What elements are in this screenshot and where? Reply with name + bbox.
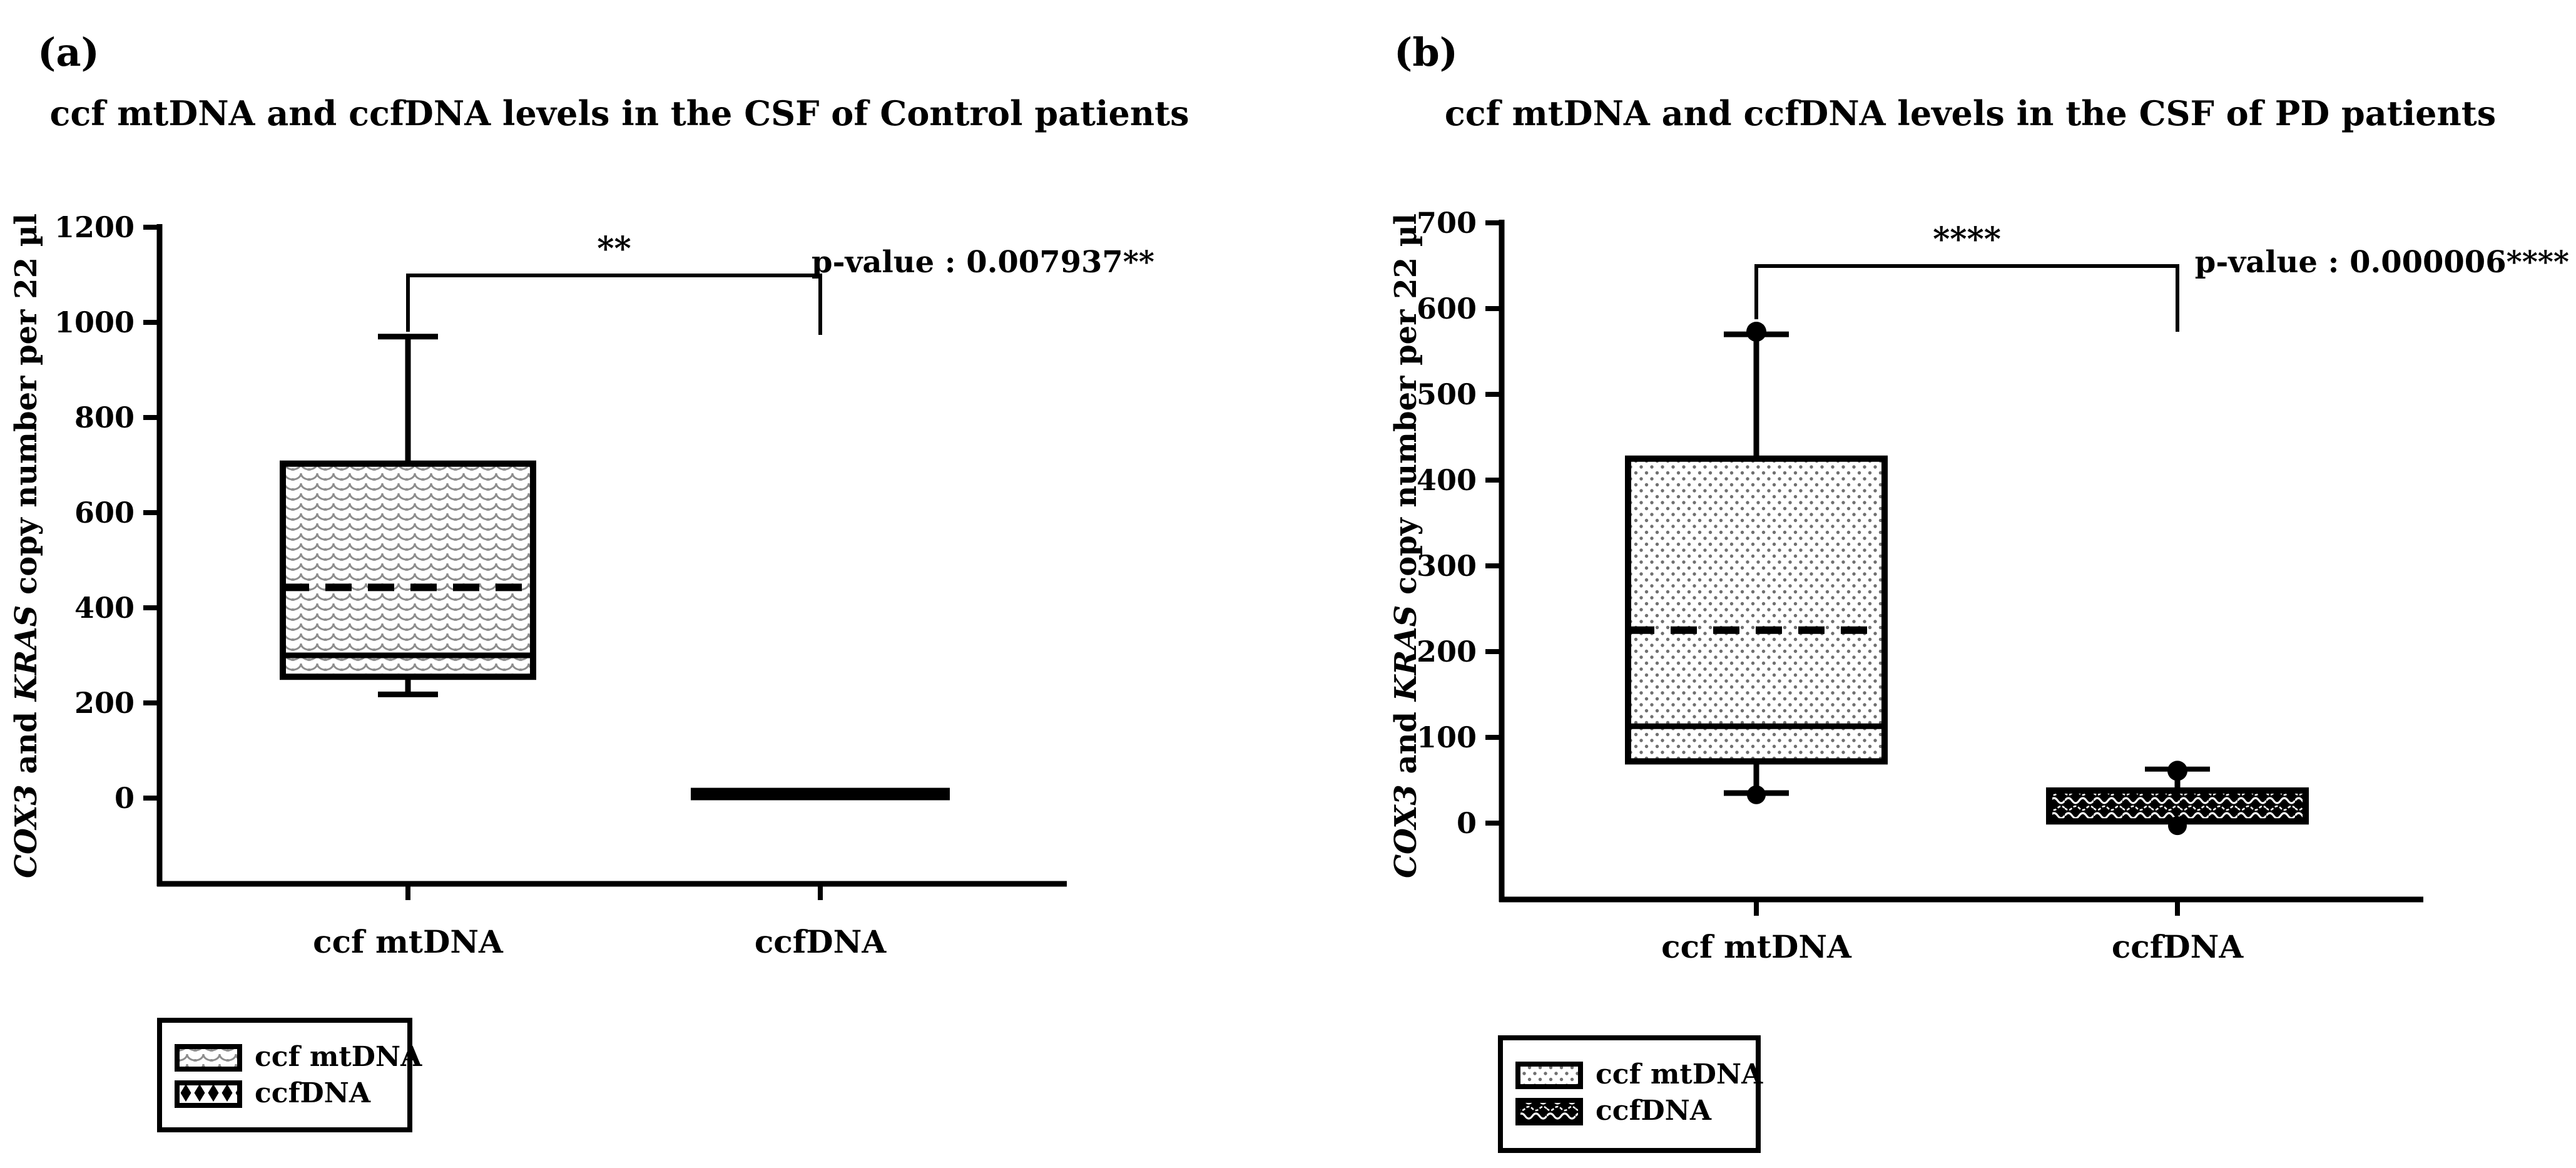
y-tick-label: 200 <box>1417 635 1477 669</box>
legend-label: ccf mtDNA <box>255 1041 422 1073</box>
chart-title: ccf mtDNA and ccfDNA levels in the CSF o… <box>50 93 1189 133</box>
y-tick-label: 600 <box>74 496 135 530</box>
y-tick-label: 1000 <box>54 305 135 339</box>
significance-stars: **** <box>1933 220 2001 259</box>
panel-label: (a) <box>38 29 99 75</box>
y-tick-label: 0 <box>1457 806 1477 840</box>
y-tick-label: 400 <box>74 591 135 625</box>
y-tick-label: 500 <box>1417 377 1477 411</box>
box-group-ccfDNA <box>691 787 950 801</box>
y-tick-label: 400 <box>1417 463 1477 497</box>
y-tick-label: 800 <box>74 401 135 434</box>
panel-a-control: (a) ccf mtDNA and ccfDNA levels in the CS… <box>9 29 1189 1132</box>
y-tick-label: 700 <box>1417 206 1477 240</box>
significance-stars: ** <box>597 230 631 268</box>
box-group-ccfDNA <box>2046 761 2309 836</box>
p-value-label: p-value : 0.007937** <box>812 245 1154 280</box>
legend-label: ccfDNA <box>1596 1095 1712 1127</box>
chart-title: ccf mtDNA and ccfDNA levels in the CSF o… <box>1445 93 2496 133</box>
legend-swatch-ccfDNA <box>175 1080 242 1108</box>
x-category-label: ccfDNA <box>2112 928 2244 965</box>
legend-box <box>157 1018 412 1132</box>
box-ccfDNA <box>691 787 950 801</box>
y-tick-label: 600 <box>1417 292 1477 325</box>
y-tick-label: 1200 <box>54 210 135 244</box>
outlier-marker-low <box>2168 816 2187 836</box>
boxplot-panel-b: (b) ccf mtDNA and ccfDNA levels in the CS… <box>1388 29 2569 1153</box>
box-group-ccf-mtDNA <box>280 334 536 697</box>
box-group-ccf-mtDNA <box>1625 321 1888 804</box>
legend: ccf mtDNA ccfDNA <box>1498 1035 1763 1153</box>
significance-bracket <box>406 274 822 335</box>
x-category-label: ccf mtDNA <box>1661 928 1852 965</box>
legend-swatch-ccf-mtDNA <box>175 1044 242 1072</box>
box-ccf-mtDNA <box>1625 455 1888 765</box>
box-ccfDNA <box>2046 787 2309 825</box>
y-tick-label: 100 <box>1417 720 1477 754</box>
y-axis-label: COX3 and KRAS copy number per 22 µl <box>1388 213 1423 878</box>
legend-label: ccfDNA <box>255 1077 371 1109</box>
y-tick-label: 0 <box>115 781 135 815</box>
y-axis-label: COX3 and KRAS copy number per 22 µl <box>9 213 44 878</box>
panel-label: (b) <box>1394 29 1458 75</box>
x-category-label: ccfDNA <box>755 923 887 960</box>
outlier-marker-high <box>2167 761 2187 781</box>
outlier-marker-low <box>1747 785 1766 804</box>
panel-b-pd: (b) ccf mtDNA and ccfDNA levels in the CS… <box>1288 0 2575 1168</box>
y-tick-label: 200 <box>74 686 135 720</box>
box-ccf-mtDNA <box>280 460 536 680</box>
legend: ccf mtDNA ccfDNA <box>157 1018 422 1132</box>
outlier-marker-high <box>1746 321 1766 342</box>
legend-box <box>1498 1035 1761 1153</box>
legend-swatch-ccf-mtDNA <box>1515 1062 1583 1089</box>
y-tick-label: 300 <box>1417 549 1477 583</box>
legend-swatch-ccfDNA <box>1515 1098 1583 1125</box>
boxplot-panel-a: (a) ccf mtDNA and ccfDNA levels in the CS… <box>9 29 1189 1132</box>
legend-label: ccf mtDNA <box>1596 1058 1763 1090</box>
p-value-label: p-value : 0.000006**** <box>2195 245 2569 280</box>
significance-bracket <box>1754 264 2179 332</box>
x-category-label: ccf mtDNA <box>313 923 504 960</box>
